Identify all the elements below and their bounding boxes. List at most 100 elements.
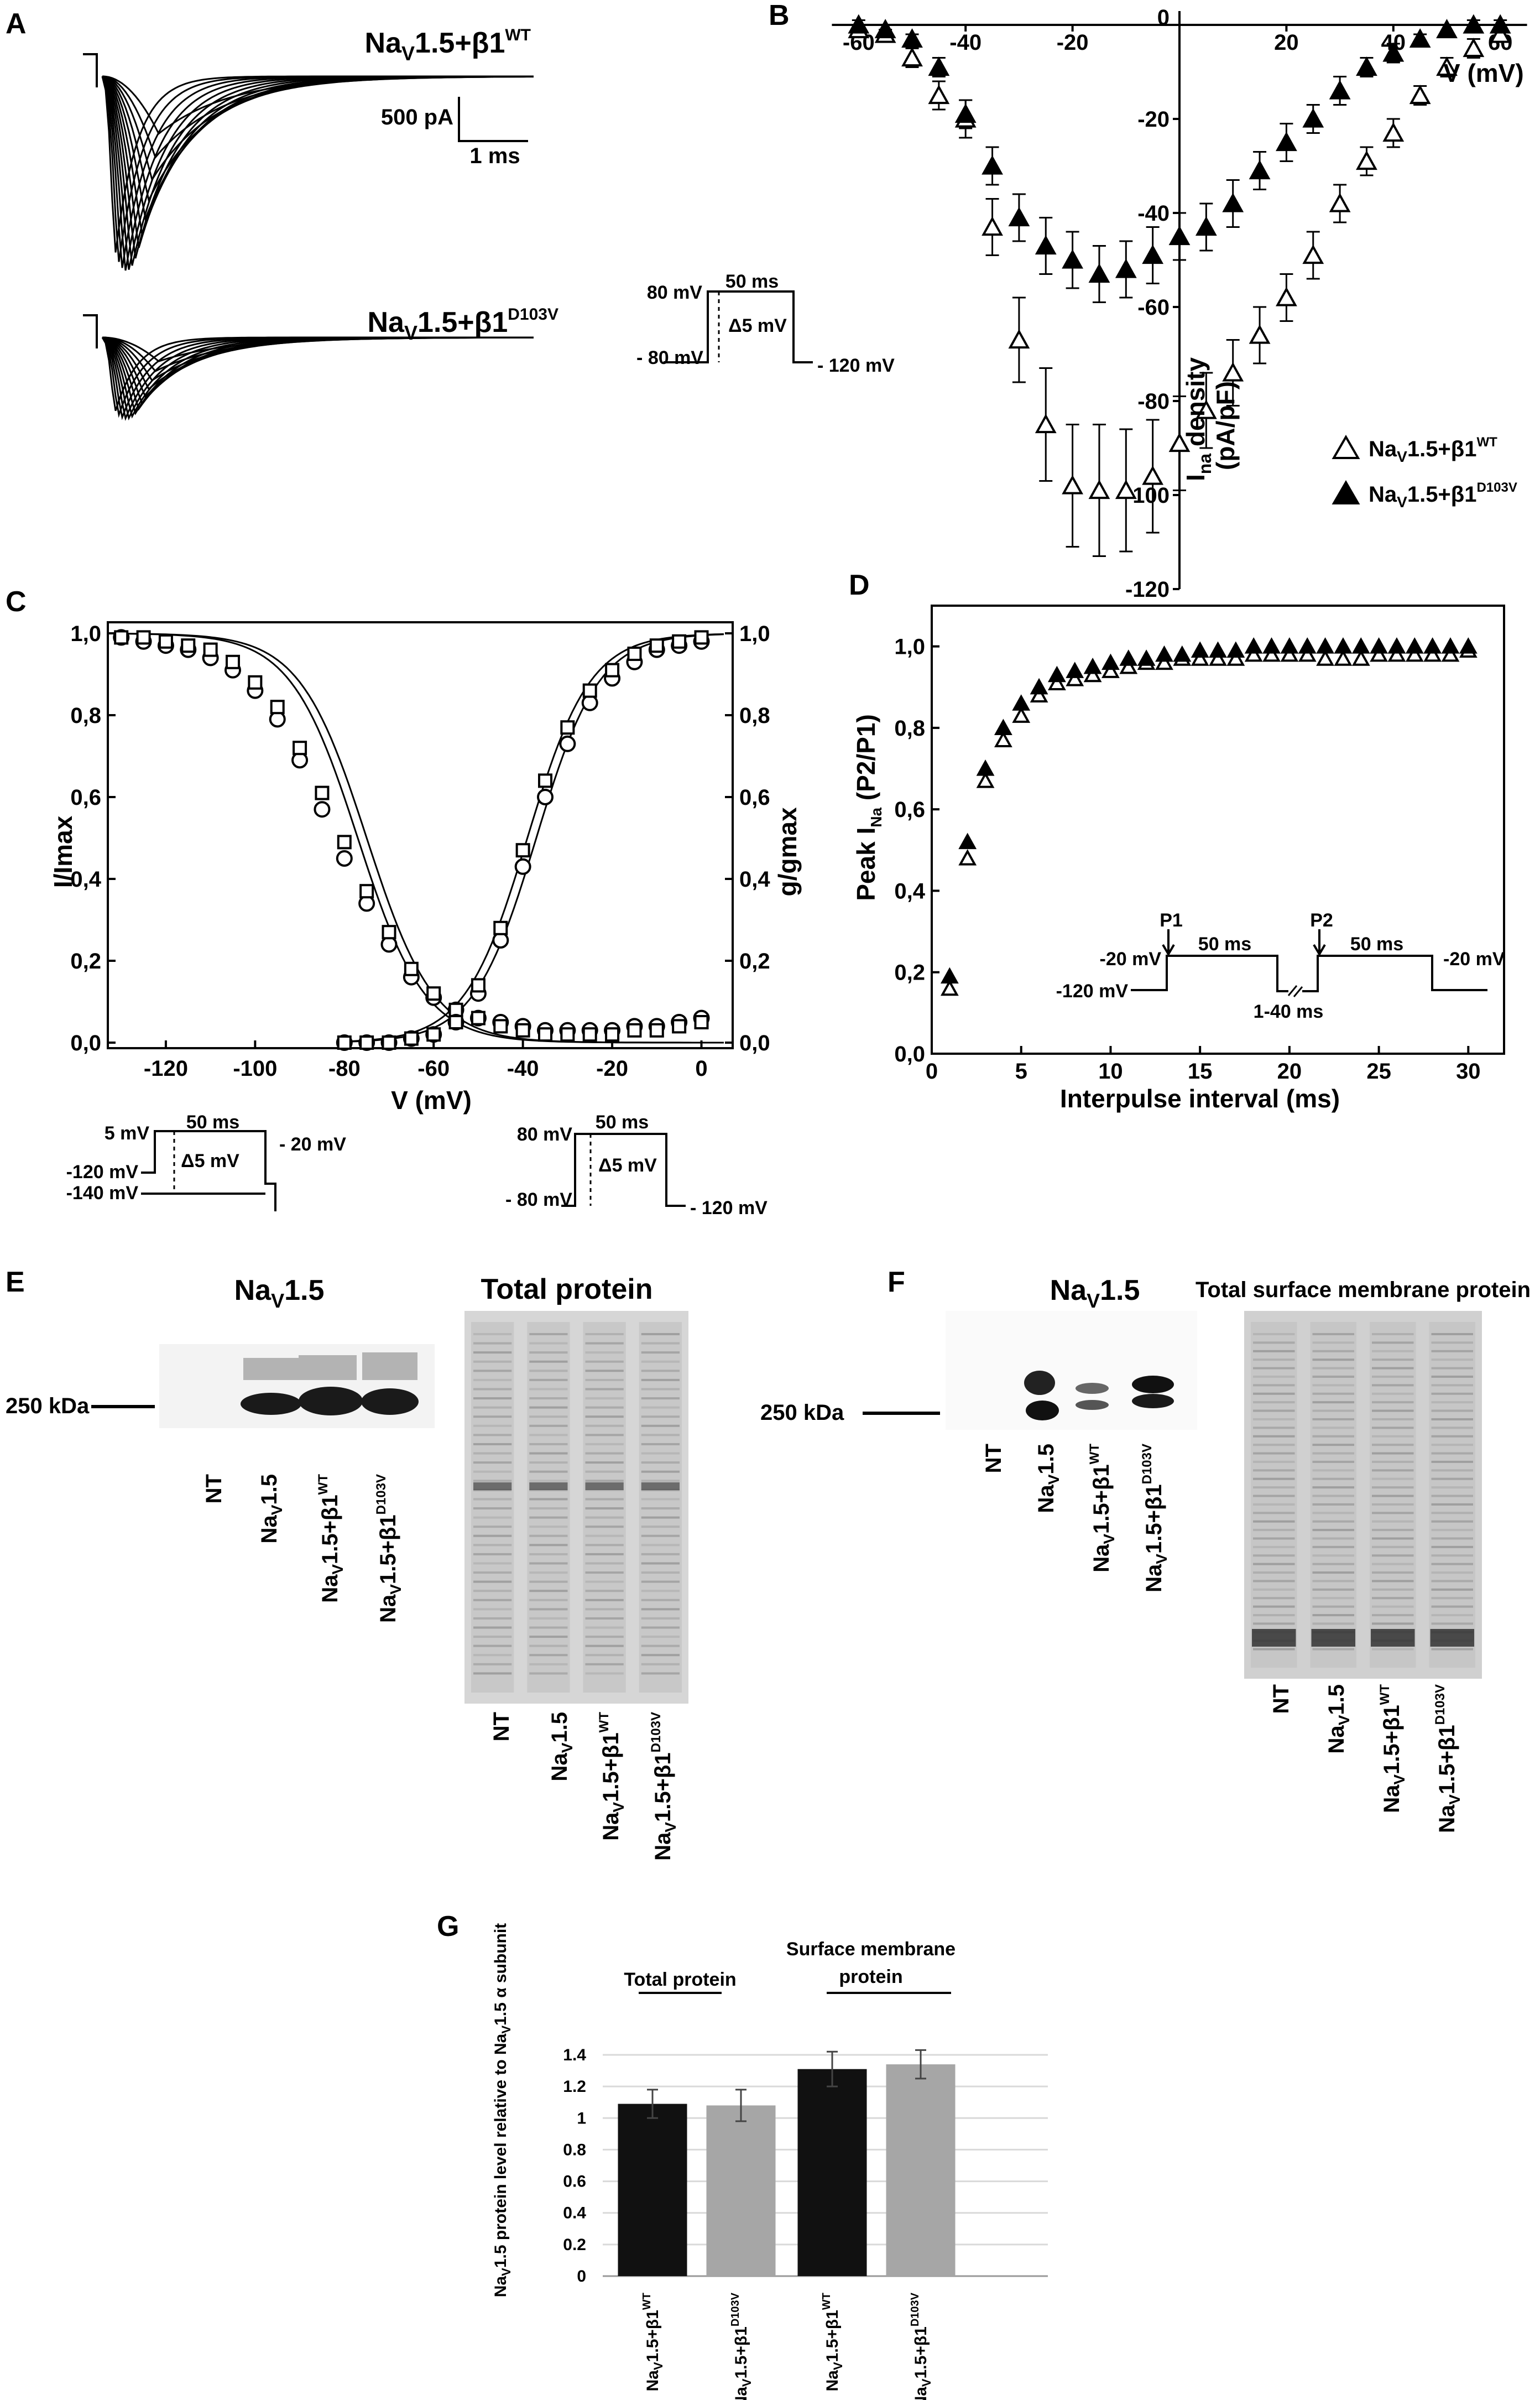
- gel-band: [473, 1663, 512, 1665]
- b-point-wt: [1168, 433, 1191, 452]
- b-point-wt: [1382, 122, 1405, 142]
- f-total-title: Total surface membrane protein: [1196, 1278, 1531, 1302]
- gel-band: [529, 1608, 568, 1611]
- b-point-wt: [1302, 244, 1324, 264]
- c-point-activation-square: [337, 1035, 352, 1050]
- gel-band: [1312, 1477, 1354, 1480]
- gel-band: [529, 1544, 568, 1547]
- gel-band: [529, 1351, 568, 1354]
- gel-band: [1312, 1503, 1354, 1506]
- gel-band: [1431, 1495, 1473, 1497]
- panel-c: C -120 -100 -80 -60 -40 -20 0 0,0 0,0 0,2 0,2 0,4 0,…: [6, 586, 802, 1219]
- gel-band: [585, 1644, 624, 1647]
- gel-lane: [583, 1322, 626, 1693]
- b-error-bar: [1280, 123, 1293, 162]
- current-trace: [101, 336, 534, 412]
- gel-band: [641, 1342, 680, 1345]
- g-y-tick-label: 1.4: [563, 2046, 586, 2064]
- g-y-tick-label: 0.2: [563, 2236, 586, 2254]
- gel-band: [473, 1544, 512, 1547]
- b-error-bar: [1092, 245, 1106, 303]
- gel-band: [585, 1608, 624, 1611]
- d-point-wt: [1316, 649, 1334, 666]
- gel-band: [1372, 1435, 1414, 1438]
- gel-band: [1372, 1392, 1414, 1395]
- gel-band: [1253, 1333, 1295, 1335]
- gel-band: [1372, 1614, 1414, 1617]
- capacitive-artifact: [83, 314, 98, 348]
- svg-text:NaV1.5+β1WT: NaV1.5+β1WT: [597, 1712, 627, 1841]
- gel-band: [1253, 1375, 1295, 1378]
- d-point-wt: [940, 979, 959, 996]
- svg-text:- 80 mV: - 80 mV: [505, 1189, 572, 1210]
- gel-band: [1312, 1401, 1354, 1404]
- d-point-wt: [1209, 649, 1227, 666]
- gel-band: [1253, 1503, 1295, 1506]
- c-x-tick-label: -20: [596, 1056, 628, 1081]
- c-x-tick-label: -120: [144, 1056, 188, 1081]
- gel-band: [1312, 1512, 1354, 1514]
- svg-text:NaV1.5: NaV1.5: [257, 1474, 285, 1543]
- current-trace: [102, 75, 534, 259]
- gel-band: [529, 1507, 568, 1509]
- gel-strong-band: [1371, 1629, 1415, 1647]
- svg-text:NaV1.5+β1D103V: NaV1.5+β1D103V: [1433, 1684, 1463, 1833]
- gel-band: [641, 1580, 680, 1583]
- d-point-wt: [994, 731, 1012, 748]
- gel-band: [1253, 1418, 1295, 1420]
- b-point-mutant: [1329, 80, 1351, 100]
- gel-band: [585, 1360, 624, 1363]
- gel-band: [585, 1498, 624, 1501]
- b-xlabel: V (mV): [1443, 59, 1524, 87]
- svg-text:Δ5 mV: Δ5 mV: [728, 315, 787, 336]
- gel-band: [529, 1397, 568, 1400]
- gel-band: [585, 1388, 624, 1391]
- gel-band: [585, 1636, 624, 1638]
- gel-band: [641, 1617, 680, 1620]
- gel-band: [1312, 1375, 1354, 1378]
- gel-band: [1253, 1520, 1295, 1523]
- gel-band: [1253, 1580, 1295, 1582]
- d-axes: 0 5 10 15 20 25 30 0,0 0,2 0,4 0,6 0,8 1,0: [894, 605, 1505, 1084]
- gel-band: [1372, 1648, 1414, 1651]
- gel-band: [473, 1333, 512, 1335]
- gel-band: [473, 1617, 512, 1620]
- b-point-wt: [1008, 329, 1030, 349]
- gel-band: [529, 1424, 568, 1427]
- c-point-activation-square: [538, 773, 552, 788]
- svg-text:80 mV: 80 mV: [647, 282, 702, 303]
- gel-band: [529, 1360, 568, 1363]
- gel-band: [1372, 1545, 1414, 1548]
- g-bar: [706, 2105, 776, 2276]
- b-y-tick-label: -40: [1137, 201, 1170, 226]
- d-point-mutant: [1155, 645, 1173, 662]
- d-y-tick-label: 0,2: [894, 961, 925, 985]
- b-point-wt: [1409, 85, 1431, 105]
- gel-band: [1431, 1444, 1473, 1446]
- gel-band: [1312, 1580, 1354, 1582]
- gel-band: [641, 1351, 680, 1354]
- b-point-wt: [982, 216, 1003, 236]
- gel-band: [641, 1406, 680, 1409]
- gel-strong-band: [1430, 1629, 1474, 1647]
- gel-band: [1312, 1418, 1354, 1420]
- gel-band: [1372, 1350, 1414, 1352]
- g-category-label: NaV1.5+β1D103V: [729, 2292, 754, 2400]
- gel-band: [1431, 1409, 1473, 1412]
- gel-band: [473, 1415, 512, 1418]
- d-point-wt: [1280, 645, 1299, 662]
- b-error-bar: [1066, 424, 1079, 548]
- panel-e: E NaV1.5 Total protein 250 kDa NT NaV1.5…: [6, 1266, 688, 1861]
- svg-text:Δ5 mV: Δ5 mV: [598, 1155, 657, 1176]
- current-trace: [102, 75, 534, 248]
- b-point-mutant: [1195, 216, 1217, 236]
- trace-wt-label: NaV1.5+β1WT: [365, 26, 531, 65]
- g-group1-label: Total protein: [624, 1969, 736, 1990]
- svg-text:5 mV: 5 mV: [105, 1123, 150, 1144]
- svg-text:NaV1.5: NaV1.5: [1034, 1444, 1062, 1513]
- c-y-tick-label-right: 0,4: [739, 867, 770, 892]
- d-point-mutant: [1298, 637, 1317, 654]
- panel-d-label: D: [849, 569, 870, 601]
- gel-band: [1372, 1512, 1414, 1514]
- g-bar: [886, 2064, 956, 2276]
